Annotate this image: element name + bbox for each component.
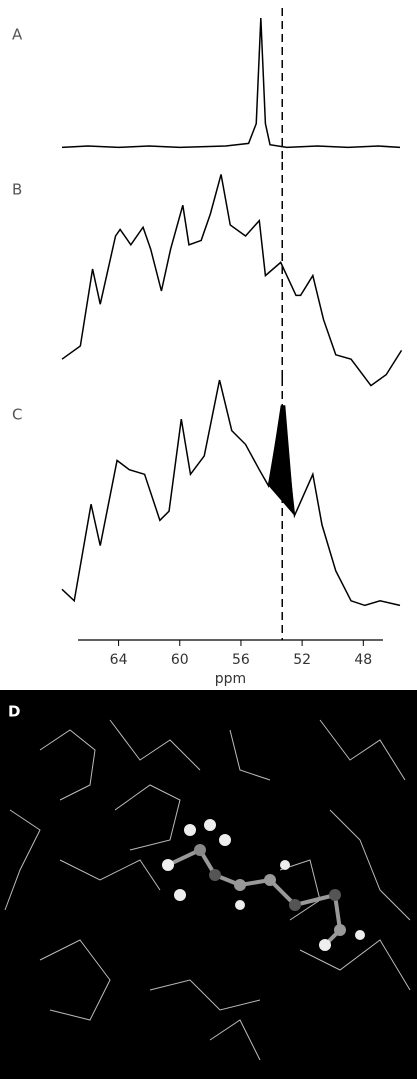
structure-panel: D	[0, 690, 417, 1079]
x-axis-label: ppm	[215, 671, 246, 687]
panel-background	[0, 690, 417, 1079]
x-tick-label: 48	[354, 652, 372, 668]
x-tick-label: 60	[171, 652, 189, 668]
spectra-chart: A B C 64 60 56 52 48 ppm	[0, 0, 417, 690]
spectrum-line	[62, 18, 400, 147]
x-tick-label: 56	[232, 652, 250, 668]
x-tick-label: 52	[293, 652, 311, 668]
page: ABC6460565248ppm D (() => { const data =…	[0, 0, 417, 1079]
x-tick-label: 64	[110, 652, 128, 668]
panel-label: B	[12, 181, 22, 199]
panel-label: D	[8, 703, 20, 721]
spectrum-line	[62, 174, 402, 385]
panel-label: A	[12, 26, 23, 44]
spectrum-line	[62, 380, 400, 605]
panel-label: C	[12, 406, 22, 424]
